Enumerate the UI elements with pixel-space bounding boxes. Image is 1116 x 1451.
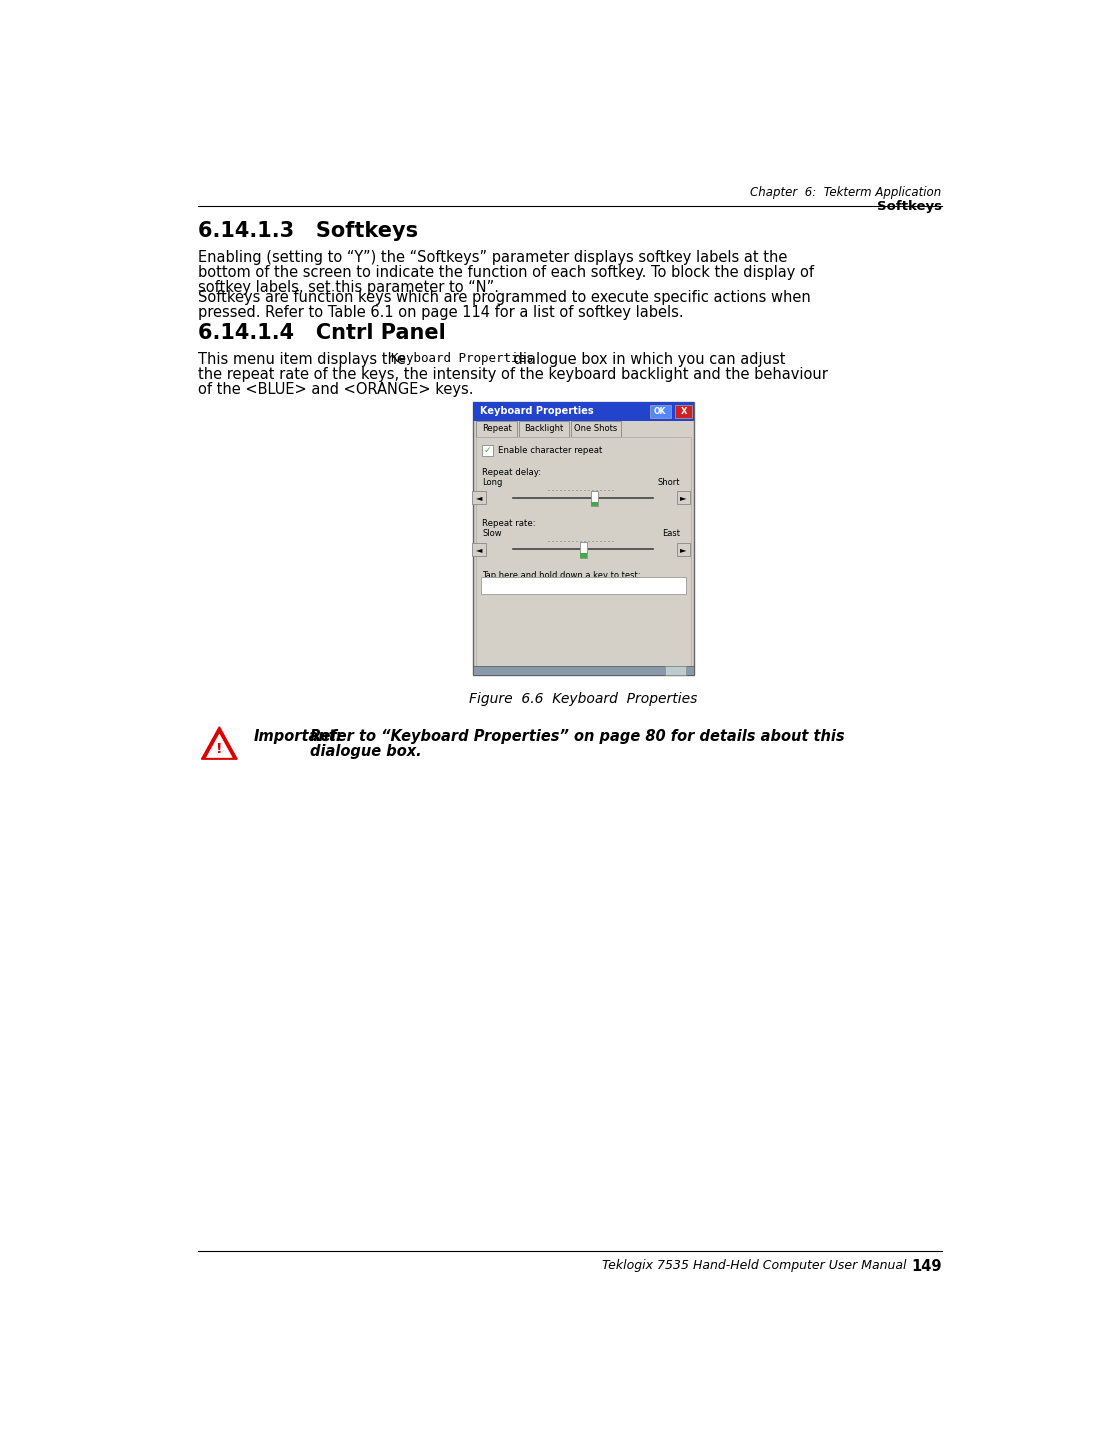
- Text: One Shots: One Shots: [575, 424, 617, 432]
- Polygon shape: [202, 727, 237, 759]
- Text: dialogue box in which you can adjust: dialogue box in which you can adjust: [509, 353, 786, 367]
- Text: East: East: [662, 530, 680, 538]
- Text: This menu item displays the: This menu item displays the: [198, 353, 410, 367]
- Text: Softkeys are function keys which are programmed to execute specific actions when: Softkeys are function keys which are pro…: [198, 290, 810, 305]
- Text: ►: ►: [681, 544, 686, 554]
- Bar: [677, 492, 690, 505]
- Text: Enable character repeat: Enable character repeat: [499, 445, 603, 456]
- Bar: [472, 543, 485, 556]
- Text: Chapter  6:  Tekterm Application: Chapter 6: Tekterm Application: [750, 186, 942, 199]
- Text: dialogue box.: dialogue box.: [310, 744, 422, 759]
- Text: Repeat delay:: Repeat delay:: [482, 469, 541, 477]
- Polygon shape: [206, 734, 232, 757]
- Bar: [579, 553, 587, 557]
- Text: . . . . . . . . . . . . . . . . .: . . . . . . . . . . . . . . . . .: [548, 538, 614, 543]
- Bar: [482, 445, 493, 456]
- Bar: [473, 666, 694, 675]
- Text: Teklogix 7535 Hand-Held Computer User Manual: Teklogix 7535 Hand-Held Computer User Ma…: [603, 1259, 906, 1273]
- Bar: [664, 666, 686, 675]
- Text: OK: OK: [654, 406, 666, 416]
- Bar: [677, 543, 690, 556]
- Bar: [675, 405, 692, 418]
- Text: ◄: ◄: [475, 544, 482, 554]
- Text: Refer to “Keyboard Properties” on page 80 for details about this: Refer to “Keyboard Properties” on page 8…: [310, 730, 845, 744]
- Text: ►: ►: [681, 493, 686, 502]
- Text: Softkeys: Softkeys: [877, 200, 942, 212]
- Text: 6.14.1.4   Cntrl Panel: 6.14.1.4 Cntrl Panel: [198, 322, 445, 342]
- Bar: [579, 543, 587, 557]
- Text: the repeat rate of the keys, the intensity of the keyboard backlight and the beh: the repeat rate of the keys, the intensi…: [198, 367, 827, 382]
- Text: Backlight: Backlight: [525, 424, 564, 432]
- Bar: [473, 402, 694, 675]
- Bar: [477, 437, 691, 666]
- Text: Slow: Slow: [482, 530, 502, 538]
- Text: Short: Short: [657, 477, 680, 488]
- Text: Important:: Important:: [253, 730, 341, 744]
- Text: Long: Long: [482, 477, 503, 488]
- Text: bottom of the screen to indicate the function of each softkey. To block the disp: bottom of the screen to indicate the fun…: [198, 266, 814, 280]
- Text: Enabling (setting to “Y”) the “Softkeys” parameter displays softkey labels at th: Enabling (setting to “Y”) the “Softkeys”…: [198, 251, 787, 266]
- Text: of the <BLUE> and <ORANGE> keys.: of the <BLUE> and <ORANGE> keys.: [198, 382, 473, 398]
- Bar: [590, 490, 598, 506]
- Text: !: !: [217, 743, 222, 756]
- Text: Repeat: Repeat: [482, 424, 511, 432]
- Bar: [473, 402, 694, 421]
- Text: ◄: ◄: [475, 493, 482, 502]
- Text: X: X: [681, 406, 687, 416]
- Text: 149: 149: [911, 1259, 942, 1274]
- Text: pressed. Refer to Table 6.1 on page 114 for a list of softkey labels.: pressed. Refer to Table 6.1 on page 114 …: [198, 305, 683, 321]
- Text: Keyboard Properties: Keyboard Properties: [392, 353, 533, 366]
- Text: Keyboard Properties: Keyboard Properties: [480, 406, 594, 416]
- Bar: [590, 502, 598, 506]
- Bar: [472, 492, 485, 505]
- Text: 6.14.1.3   Softkeys: 6.14.1.3 Softkeys: [198, 221, 417, 241]
- Text: . . . . . . . . . . . . . . . . .: . . . . . . . . . . . . . . . . .: [548, 488, 614, 492]
- Text: ✓: ✓: [484, 445, 491, 456]
- Text: Figure  6.6  Keyboard  Properties: Figure 6.6 Keyboard Properties: [470, 692, 698, 707]
- Bar: [570, 421, 622, 437]
- Bar: [519, 421, 569, 437]
- Bar: [477, 421, 518, 437]
- Bar: [481, 577, 686, 593]
- Bar: [650, 405, 671, 418]
- Text: Tap here and hold down a key to test:: Tap here and hold down a key to test:: [482, 570, 641, 579]
- Text: Repeat rate:: Repeat rate:: [482, 519, 536, 528]
- Text: softkey labels, set this parameter to “N”.: softkey labels, set this parameter to “N…: [198, 280, 499, 296]
